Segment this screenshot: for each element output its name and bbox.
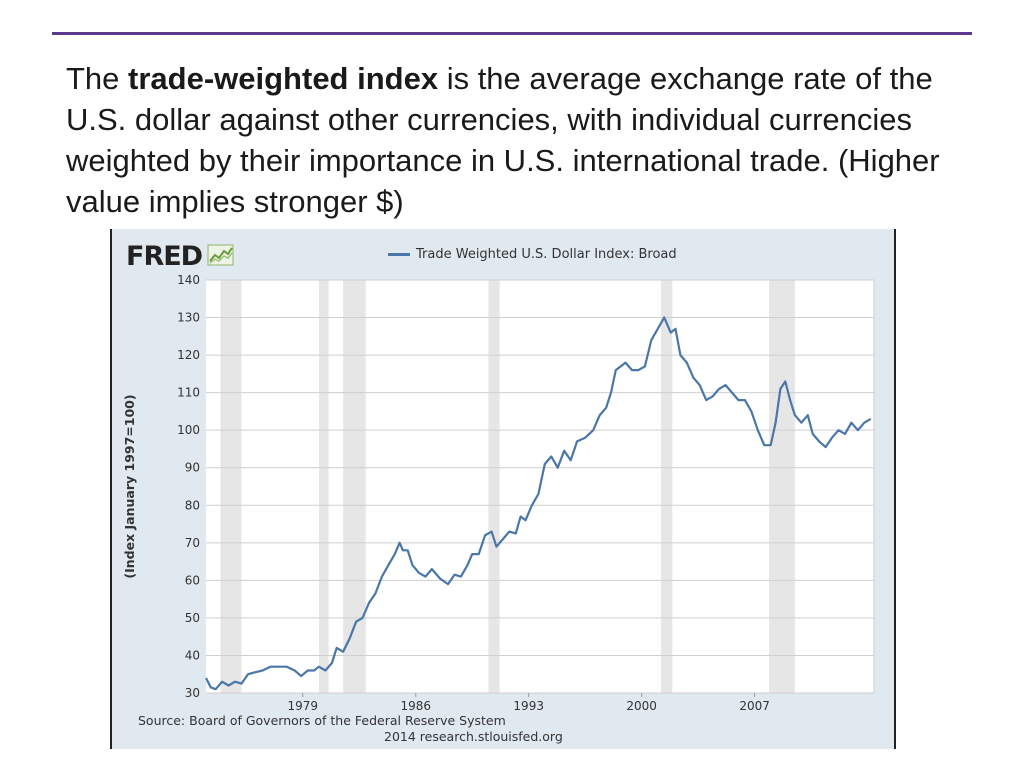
legend-label: Trade Weighted U.S. Dollar Index: Broad <box>416 247 677 262</box>
y-tick-label: 120 <box>177 348 200 362</box>
recession-band <box>343 280 366 693</box>
chart-legend: Trade Weighted U.S. Dollar Index: Broad <box>388 247 677 262</box>
legend-swatch <box>388 253 410 256</box>
fred-chart: FRED Trade Weighted U.S. Dollar Index: B… <box>110 229 896 749</box>
recession-band <box>661 280 673 693</box>
y-tick-label: 60 <box>185 573 200 587</box>
y-tick-label: 70 <box>185 536 200 550</box>
recession-band <box>488 280 500 693</box>
x-tick-label: 1986 <box>400 699 431 713</box>
intro-rest: is the average exchange rate of the U.S.… <box>66 61 940 219</box>
y-tick-label: 30 <box>185 686 200 700</box>
x-tick-label: 1993 <box>513 699 544 713</box>
y-axis-label: (Index January 1997=100) <box>122 394 137 578</box>
recession-band <box>220 280 242 693</box>
y-tick-label: 140 <box>177 273 200 287</box>
y-tick-label: 90 <box>185 461 200 475</box>
y-tick-label: 100 <box>177 423 200 437</box>
recession-band <box>318 280 329 693</box>
recession-shading <box>220 280 795 693</box>
source-site: 2014 research.stlouisfed.org <box>384 729 563 744</box>
slide-description: The trade-weighted index is the average … <box>66 58 996 222</box>
x-tick-labels: 1979 1986 1993 2000 2007 <box>288 693 770 713</box>
y-tick-label: 40 <box>185 648 200 662</box>
x-tick-label: 2007 <box>739 699 770 713</box>
x-tick-label: 1979 <box>288 699 319 713</box>
recession-band <box>769 280 795 693</box>
intro-bold-term: trade-weighted index <box>128 61 439 96</box>
fred-graph-icon <box>207 244 234 266</box>
source-attribution: Source: Board of Governors of the Federa… <box>138 713 506 728</box>
fred-logo-text: FRED <box>126 241 203 272</box>
series-line-trade-weighted-index <box>205 316 872 691</box>
fred-logo: FRED <box>126 241 235 272</box>
y-tick-label: 80 <box>185 498 200 512</box>
y-tick-label: 50 <box>185 611 200 625</box>
y-tick-labels: 30 40 50 60 70 80 90 100 110 120 130 140 <box>177 273 200 700</box>
x-tick-label: 2000 <box>626 699 657 713</box>
top-rule <box>52 32 972 35</box>
y-tick-label: 110 <box>177 386 200 400</box>
y-tick-label: 130 <box>177 311 200 325</box>
intro-prefix: The <box>66 61 129 96</box>
gridlines <box>206 279 875 694</box>
